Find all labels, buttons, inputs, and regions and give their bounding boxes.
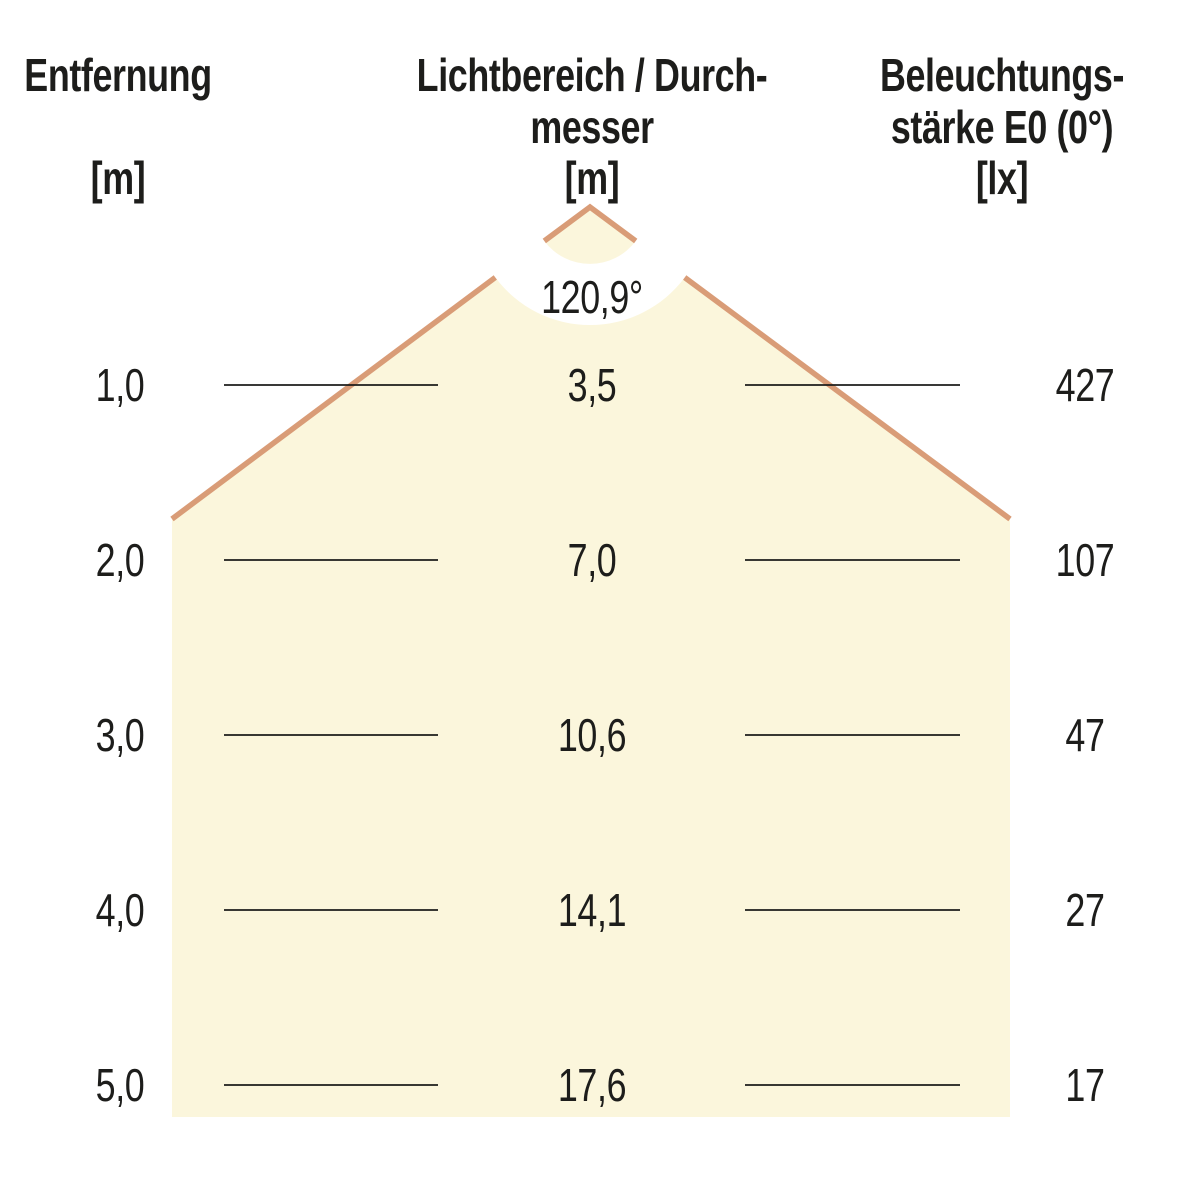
col-header-diameter-line2: messer xyxy=(530,101,654,153)
col-unit-diameter: [m] xyxy=(564,152,620,204)
row-4-illuminance-value: 27 xyxy=(1065,884,1105,936)
row-1-distance-value: 1,0 xyxy=(95,359,145,411)
row-4-diameter-value: 14,1 xyxy=(557,884,627,936)
beam-apex-wedge xyxy=(544,207,636,264)
row-1-diameter-value: 3,5 xyxy=(567,359,617,411)
col-unit-distance: [m] xyxy=(90,152,146,204)
row-2-diameter-value: 7,0 xyxy=(567,534,617,586)
row-3-distance-value: 3,0 xyxy=(95,709,145,761)
col-header-illuminance-line1: Beleuchtungs- xyxy=(879,49,1125,101)
row-4-distance-value: 4,0 xyxy=(95,884,145,936)
beam-edge-right-line xyxy=(683,275,1012,522)
beam-apex-edge-line xyxy=(542,203,638,244)
row-2-distance-value: 2,0 xyxy=(95,534,145,586)
row-3-diameter-value: 10,6 xyxy=(557,709,627,761)
col-header-diameter-line1: Lichtbereich / Durch- xyxy=(416,49,768,101)
row-3-illuminance-value: 47 xyxy=(1065,709,1105,761)
row-5-distance-value: 5,0 xyxy=(95,1059,145,1111)
col-unit-illuminance: [lx] xyxy=(975,152,1029,204)
beam-edge-left-line xyxy=(170,275,497,522)
row-1-illuminance-value: 427 xyxy=(1055,359,1115,411)
row-5-illuminance-value: 17 xyxy=(1065,1059,1105,1111)
beam-angle-label: 120,9° xyxy=(541,271,643,323)
row-5-diameter-value: 17,6 xyxy=(557,1059,627,1111)
col-header-illuminance-line2: stärke E0 (0°) xyxy=(890,101,1114,153)
col-header-distance: Entfernung xyxy=(24,49,212,101)
row-2-illuminance-value: 107 xyxy=(1055,534,1115,586)
beam-cone-body xyxy=(172,277,1010,1117)
